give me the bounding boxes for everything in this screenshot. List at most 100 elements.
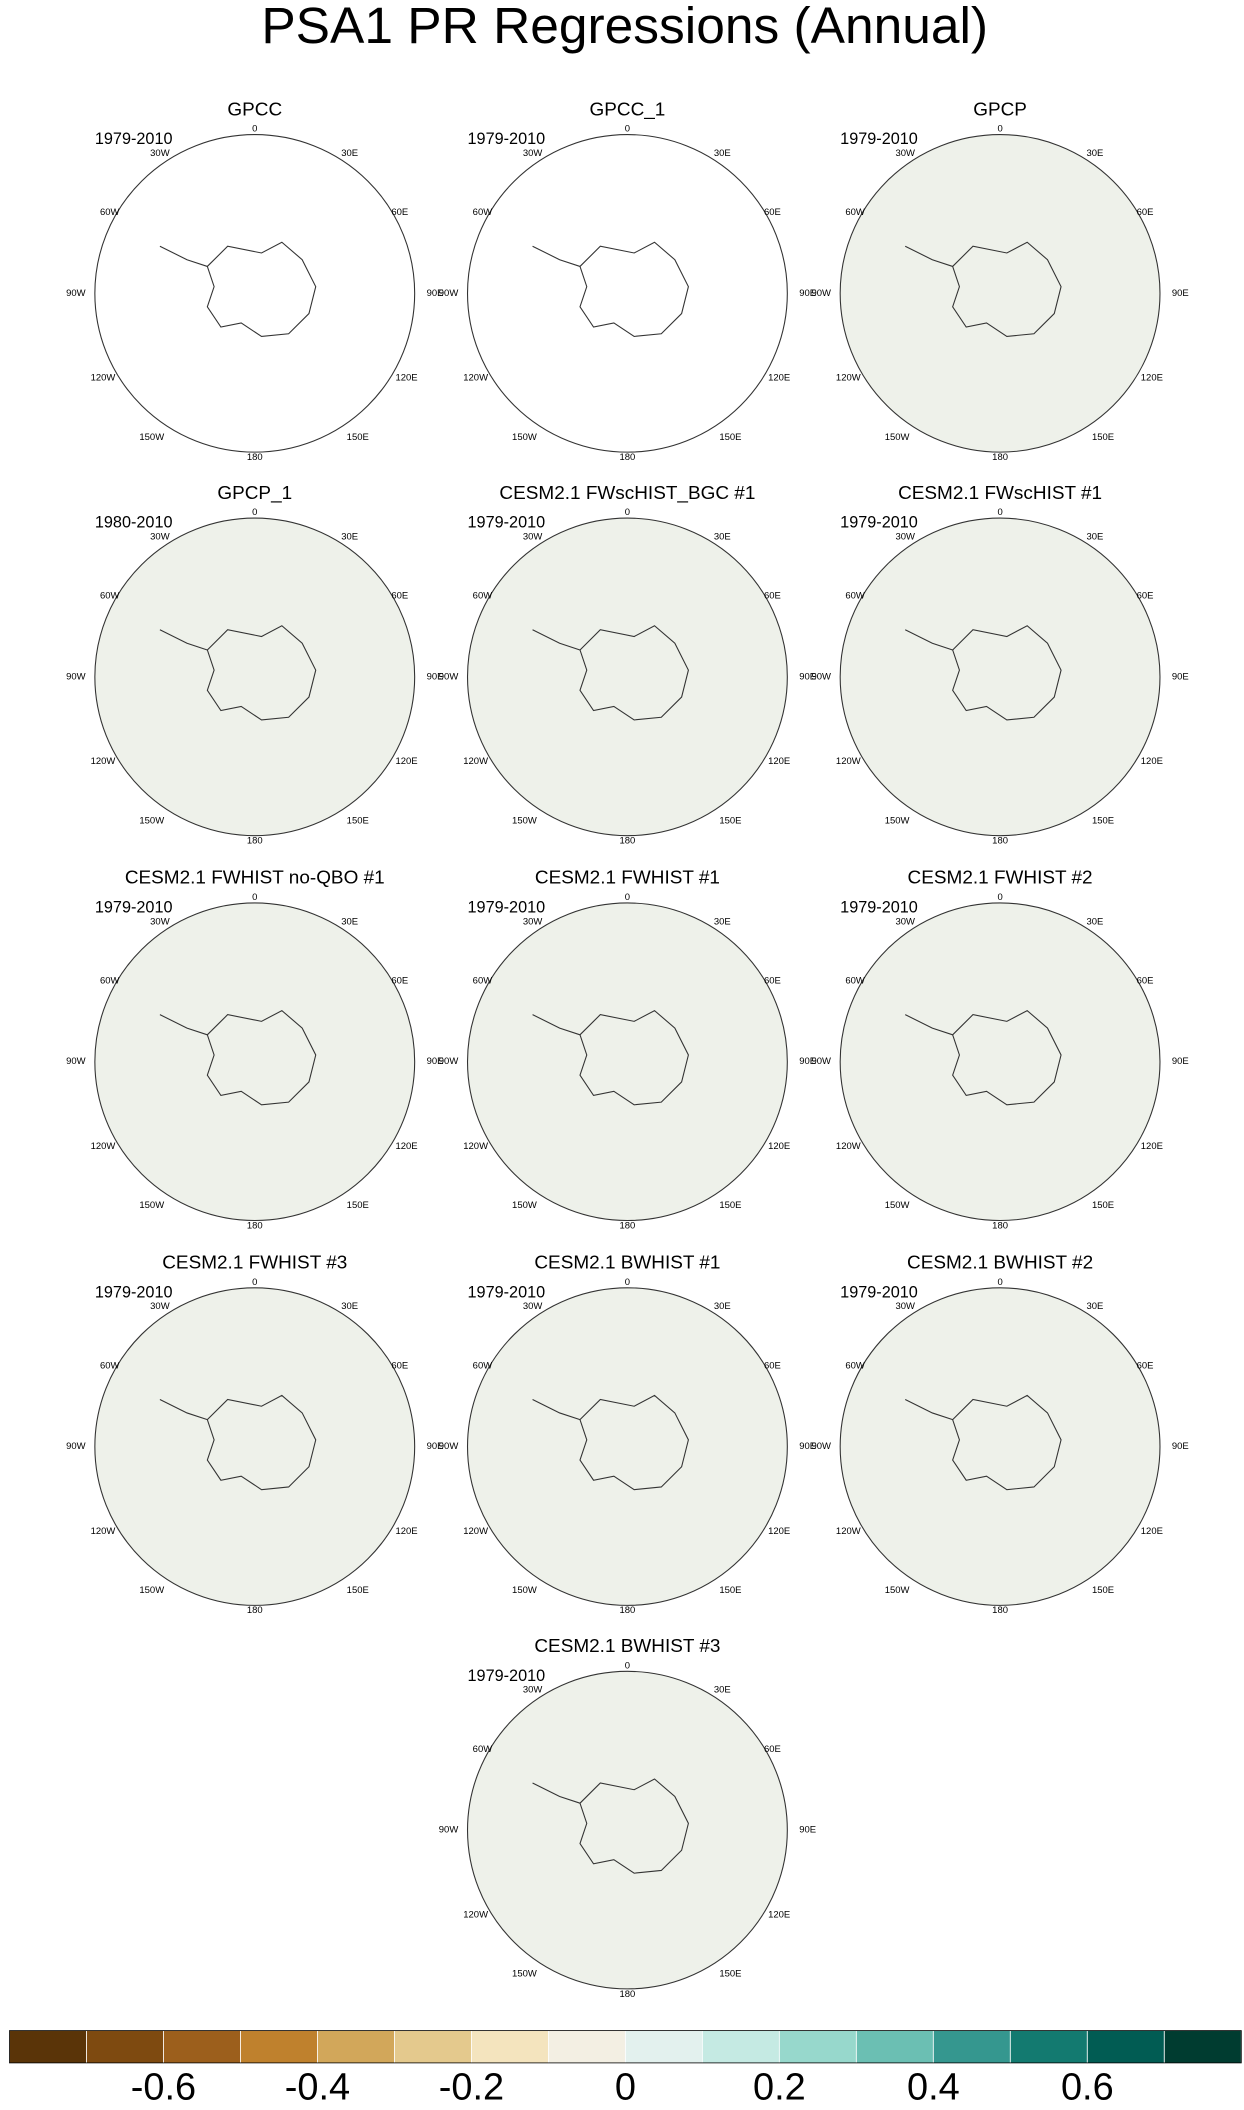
longitude-label: 90E bbox=[427, 288, 444, 299]
longitude-label: 120E bbox=[768, 1141, 790, 1152]
map-disk bbox=[839, 517, 1161, 837]
longitude-label: 30W bbox=[895, 1301, 915, 1312]
continent-outline bbox=[206, 625, 317, 721]
longitude-label: 90E bbox=[799, 671, 816, 682]
peninsula-outline bbox=[532, 629, 581, 651]
map-panel: CESM2.1 FWHIST no-QBO #1 1979-2010 0 30E 60E… bbox=[66, 868, 443, 1232]
longitude-label: 120E bbox=[395, 1526, 417, 1537]
longitude-label: 120W bbox=[836, 373, 861, 384]
continent-outline bbox=[952, 625, 1062, 721]
longitude-label: 60E bbox=[1137, 976, 1154, 987]
longitude-label: 0 bbox=[997, 892, 1002, 903]
colorbar-box bbox=[1163, 2030, 1242, 2064]
longitude-label: 60E bbox=[764, 1360, 781, 1371]
longitude-label: 180 bbox=[620, 1605, 636, 1616]
longitude-label: 150E bbox=[347, 1200, 369, 1211]
longitude-label: 120W bbox=[463, 1141, 488, 1152]
continent-outline bbox=[206, 1394, 317, 1491]
colorbar-box bbox=[1086, 2030, 1165, 2064]
longitude-label: 0 bbox=[252, 124, 257, 135]
colorbar-box bbox=[547, 2030, 626, 2064]
colorbar-tick-label: 0.2 bbox=[753, 2067, 806, 2109]
colorbar-tick-label: 0 bbox=[615, 2067, 636, 2109]
panel-period: 1979-2010 bbox=[840, 514, 918, 532]
peninsula-outline bbox=[159, 1399, 208, 1421]
longitude-label: 30W bbox=[150, 531, 170, 542]
colorbar-box bbox=[9, 2030, 87, 2064]
longitude-label: 30W bbox=[895, 531, 915, 542]
longitude-label: 30W bbox=[523, 1685, 543, 1696]
longitude-label: 120E bbox=[395, 373, 417, 384]
longitude-label: 90E bbox=[799, 288, 816, 299]
longitude-label: 30W bbox=[895, 916, 915, 927]
longitude-label: 120W bbox=[836, 1526, 861, 1537]
longitude-label: 90E bbox=[799, 1056, 816, 1067]
peninsula-outline bbox=[532, 245, 581, 267]
longitude-label: 180 bbox=[992, 452, 1008, 463]
longitude-label: 120W bbox=[91, 373, 116, 384]
colorbar-box bbox=[1009, 2030, 1088, 2064]
longitude-label: 150W bbox=[885, 1585, 910, 1596]
map-disk bbox=[94, 1287, 416, 1606]
map-disk bbox=[839, 1287, 1161, 1606]
longitude-label: 90W bbox=[811, 671, 831, 682]
longitude-label: 0 bbox=[252, 1277, 257, 1288]
longitude-label: 60E bbox=[1137, 591, 1154, 602]
longitude-label: 60E bbox=[391, 591, 408, 602]
colorbar-box bbox=[624, 2030, 703, 2064]
longitude-label: 90E bbox=[427, 1056, 444, 1067]
longitude-label: 150W bbox=[512, 432, 537, 443]
panel-period: 1979-2010 bbox=[468, 899, 546, 917]
longitude-label: 0 bbox=[997, 1277, 1002, 1288]
peninsula-outline bbox=[532, 1782, 581, 1804]
longitude-label: 90W bbox=[439, 671, 459, 682]
map-disk bbox=[466, 517, 788, 837]
longitude-label: 180 bbox=[620, 836, 636, 847]
longitude-label: 180 bbox=[620, 452, 636, 463]
peninsula-outline bbox=[532, 1399, 581, 1421]
peninsula-outline bbox=[904, 1399, 953, 1421]
longitude-label: 90W bbox=[66, 671, 86, 682]
continent-outline bbox=[579, 1009, 689, 1106]
panel-title: CESM2.1 BWHIST #3 bbox=[534, 1636, 720, 1657]
longitude-label: 30E bbox=[1087, 916, 1104, 927]
longitude-label: 180 bbox=[620, 1989, 636, 2000]
longitude-label: 0 bbox=[252, 892, 257, 903]
map-panel: CESM2.1 FWHIST #3 1979-2010 0 30E 60E 90E 120E… bbox=[66, 1253, 443, 1617]
longitude-label: 60E bbox=[764, 1744, 781, 1755]
longitude-label: 90W bbox=[66, 1441, 86, 1452]
longitude-label: 60W bbox=[845, 1360, 865, 1371]
colorbar-box bbox=[932, 2030, 1011, 2064]
map-panel: CESM2.1 FWscHIST #1 1979-2010 0 30E 60E 90E 12… bbox=[811, 483, 1188, 847]
longitude-label: 120E bbox=[1141, 1526, 1163, 1537]
longitude-label: 60W bbox=[100, 1360, 120, 1371]
longitude-label: 90E bbox=[1172, 1056, 1189, 1067]
map-disk bbox=[94, 134, 416, 453]
longitude-label: 90W bbox=[439, 1825, 459, 1836]
longitude-label: 150E bbox=[719, 1969, 741, 1980]
continent-outline bbox=[579, 1778, 689, 1874]
peninsula-outline bbox=[159, 629, 208, 651]
panel-period: 1979-2010 bbox=[468, 1667, 546, 1685]
peninsula-outline bbox=[904, 1014, 953, 1036]
longitude-label: 180 bbox=[620, 1220, 636, 1231]
panel-title: CESM2.1 FWHIST #2 bbox=[908, 868, 1093, 889]
longitude-label: 150E bbox=[719, 432, 741, 443]
longitude-label: 150W bbox=[139, 1585, 164, 1596]
longitude-label: 150W bbox=[512, 815, 537, 826]
panel-title: GPCC bbox=[227, 99, 282, 120]
colorbar-box bbox=[394, 2030, 472, 2064]
colorbar-box bbox=[471, 2030, 549, 2064]
longitude-label: 120E bbox=[395, 1141, 417, 1152]
longitude-label: 150E bbox=[1092, 432, 1114, 443]
longitude-label: 150E bbox=[347, 432, 369, 443]
longitude-label: 150W bbox=[139, 815, 164, 826]
panel-period: 1979-2010 bbox=[468, 1283, 546, 1301]
panel-period: 1979-2010 bbox=[840, 130, 918, 148]
longitude-label: 60W bbox=[845, 976, 865, 987]
colorbar-box bbox=[86, 2030, 164, 2064]
panel-period: 1979-2010 bbox=[468, 514, 546, 532]
panel-title: CESM2.1 FWHIST #1 bbox=[535, 868, 720, 889]
map-panel: GPCC_1 1979-2010 0 30E 60E 90E 120E 150E 180 150W… bbox=[439, 99, 816, 463]
